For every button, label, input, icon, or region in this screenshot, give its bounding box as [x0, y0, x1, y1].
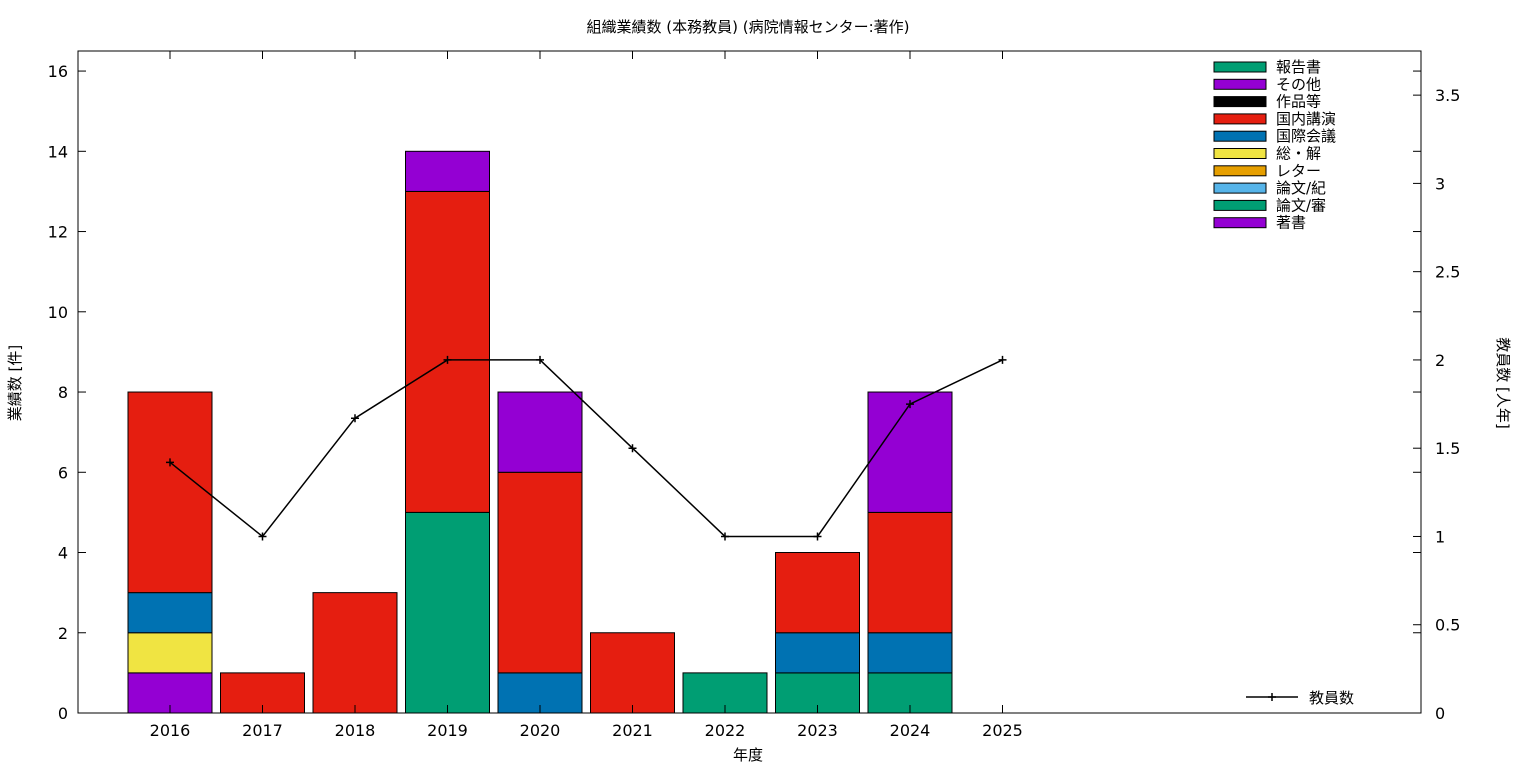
legend-swatch-作品等 — [1213, 96, 1267, 108]
bar-2020-その他 — [497, 391, 583, 473]
line-legend-label: 教員数 — [1309, 689, 1354, 707]
x-tick-label: 2017 — [242, 721, 283, 740]
legend-label-報告書: 報告書 — [1276, 58, 1321, 76]
line-point-2017 — [258, 532, 267, 541]
legend-label-その他: その他 — [1276, 75, 1321, 93]
y-tick-label: 12 — [48, 223, 68, 242]
line-point-2016 — [166, 458, 174, 467]
line-legend: 教員数 — [1246, 689, 1354, 707]
y2-tick-label: 3.5 — [1435, 86, 1460, 105]
bar-2023-国際会議 — [775, 632, 860, 674]
legend-label-国内講演: 国内講演 — [1276, 110, 1336, 128]
x-tick-label: 2022 — [705, 721, 746, 740]
bar-2016-国際会議 — [127, 592, 213, 634]
x-tick-label: 2023 — [797, 721, 838, 740]
x-tick-label: 2016 — [150, 721, 191, 740]
line-teachers — [169, 359, 1003, 538]
y-axis-label: 業績数 [件] — [6, 345, 24, 421]
legend-swatch-報告書 — [1213, 61, 1267, 73]
y-tick-label: 6 — [58, 463, 68, 482]
line-point-2020 — [536, 355, 544, 364]
y2-tick-label: 3 — [1435, 174, 1445, 193]
legend-swatch-レター — [1213, 165, 1267, 177]
bar-2019-国内講演 — [405, 190, 490, 513]
legend-label-レター: レター — [1276, 162, 1321, 180]
x-tick-label: 2019 — [427, 721, 468, 740]
bar-2024-国内講演 — [867, 511, 953, 634]
bar-2018-国内講演 — [312, 592, 398, 714]
y-tick-label: 4 — [58, 544, 68, 563]
y2-tick-label: 0.5 — [1435, 616, 1460, 635]
legend-swatch-国内講演 — [1213, 113, 1267, 125]
y2-axis-label: 教員数 [人年] — [1494, 337, 1512, 428]
y-tick-label: 10 — [48, 303, 68, 322]
legend-swatch-論文/紀 — [1213, 182, 1267, 194]
y2-tick-label: 1.5 — [1435, 439, 1460, 458]
axes-layer: 0 2 4 6 8 10 12 14 16 0 0.5 1 1.5 2 2.5 3 3.5 2016 2017 201… — [48, 50, 1460, 740]
line-layer — [166, 355, 1007, 541]
legend-swatch-論文/審 — [1213, 199, 1267, 211]
legend-label-論文/紀: 論文/紀 — [1276, 179, 1326, 197]
legend-swatch-著書 — [1213, 217, 1267, 229]
line-point-2018 — [351, 414, 359, 423]
legend-swatch-その他 — [1213, 78, 1267, 90]
x-tick-label: 2025 — [982, 721, 1023, 740]
bar-2024-国際会議 — [867, 632, 953, 674]
y2-tick-label: 1 — [1435, 527, 1445, 546]
bar-2021-国内講演 — [590, 632, 675, 714]
plot-frame — [77, 50, 1422, 714]
y-tick-label: 14 — [48, 142, 68, 161]
line-point-2019 — [443, 355, 452, 364]
legend-swatch-総・解 — [1213, 148, 1267, 159]
line-point-2023 — [813, 532, 822, 541]
legend-swatch-国際会議 — [1213, 130, 1267, 142]
legend-label-論文/審: 論文/審 — [1276, 196, 1326, 214]
y-tick-label: 0 — [58, 704, 68, 723]
y2-tick-label: 2.5 — [1435, 263, 1460, 282]
chart-title: 組織業績数 (本務教員) (病院情報センター:著作) — [586, 18, 909, 36]
legend-label-作品等: 作品等 — [1276, 93, 1321, 111]
x-tick-label: 2020 — [520, 721, 561, 740]
bar-2019-その他 — [405, 150, 490, 192]
bar-2020-国内講演 — [497, 471, 583, 674]
bars-layer — [127, 150, 953, 714]
legend-label-国際会議: 国際会議 — [1276, 127, 1336, 145]
x-tick-label: 2021 — [612, 721, 653, 740]
line-legend-marker — [1268, 693, 1276, 701]
line-point-2025 — [998, 355, 1007, 364]
y-tick-label: 2 — [58, 624, 68, 643]
y-tick-label: 8 — [58, 383, 68, 402]
bar-2016-国内講演 — [127, 391, 213, 594]
x-tick-label: 2024 — [890, 721, 931, 740]
bar-2023-国内講演 — [775, 552, 860, 634]
x-tick-label: 2018 — [335, 721, 376, 740]
y2-tick-label: 0 — [1435, 704, 1445, 723]
bar-2024-その他 — [867, 391, 953, 513]
y-tick-label: 16 — [48, 62, 68, 81]
bar-2019-報告書 — [405, 511, 490, 714]
bar-2016-総・解 — [127, 632, 213, 674]
line-point-2024 — [906, 400, 914, 409]
legend-label-著書: 著書 — [1276, 214, 1306, 232]
x-axis-label: 年度 — [733, 746, 763, 764]
line-point-2022 — [721, 532, 729, 541]
y2-tick-label: 2 — [1435, 351, 1445, 370]
line-point-2021 — [628, 444, 637, 453]
legend-label-総・解: 総・解 — [1276, 145, 1321, 163]
